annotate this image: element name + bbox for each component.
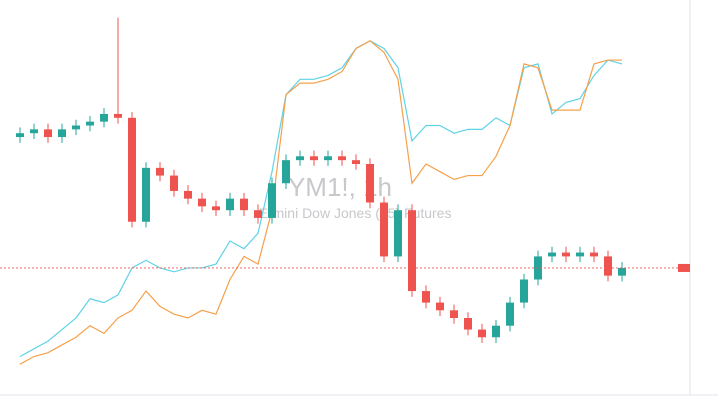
candle-body xyxy=(548,252,556,257)
candle-body xyxy=(226,198,234,211)
candle-body xyxy=(268,183,276,218)
last-price-marker xyxy=(678,263,690,272)
watermark-symbol: YM1!, 1h xyxy=(288,172,392,202)
candle-body xyxy=(422,291,430,303)
candle-body xyxy=(576,252,584,257)
candle-body xyxy=(170,175,178,191)
candle-body xyxy=(212,206,220,211)
candle-body xyxy=(86,121,94,126)
candle-body xyxy=(58,129,66,138)
candle-body xyxy=(44,129,52,138)
candle-body xyxy=(436,302,444,311)
candle-body xyxy=(590,252,598,257)
candle-body xyxy=(562,252,570,257)
candle-body xyxy=(240,198,248,211)
candle-body xyxy=(142,167,150,222)
candle-body xyxy=(198,198,206,207)
candle-body xyxy=(296,156,304,161)
candle-body xyxy=(338,156,346,161)
candle-body xyxy=(618,267,626,276)
candle-body xyxy=(324,156,332,161)
candle-body xyxy=(520,279,528,303)
candle-body xyxy=(310,156,318,161)
candle-body xyxy=(72,125,80,130)
candle-body xyxy=(156,167,164,176)
candle-body xyxy=(282,160,290,184)
candle-body xyxy=(352,160,360,164)
candle-body xyxy=(450,310,458,318)
candle-body xyxy=(30,129,38,134)
candle-body xyxy=(464,318,472,330)
candle-body xyxy=(16,133,24,138)
candle-body xyxy=(380,202,388,257)
compare-line xyxy=(19,40,622,365)
candle-body xyxy=(184,190,192,199)
candle-body xyxy=(604,256,612,276)
candle-body xyxy=(128,117,136,222)
candle-body xyxy=(478,329,486,338)
candle-body xyxy=(492,325,500,338)
candle-body xyxy=(114,113,122,118)
candle-body xyxy=(254,210,262,218)
watermark-description: E-mini Dow Jones ($5) Futures xyxy=(259,205,452,221)
candle-body xyxy=(100,113,108,122)
compare-line xyxy=(19,40,623,358)
candle-body xyxy=(366,164,374,203)
candle-body xyxy=(394,210,402,257)
candle-body xyxy=(506,302,514,326)
candle-body xyxy=(408,210,416,292)
